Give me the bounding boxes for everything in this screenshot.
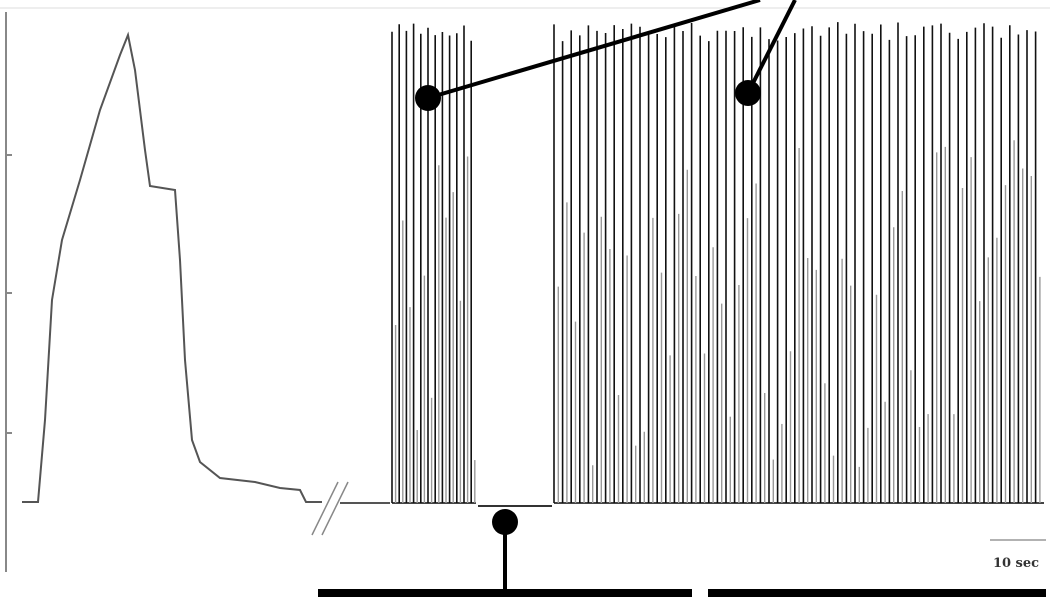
spike-trains — [391, 22, 1044, 504]
callout-dot — [492, 509, 518, 535]
callout-dot — [735, 80, 761, 106]
callout-line — [746, 0, 797, 94]
callout-line — [427, 0, 761, 100]
callout-dot — [415, 85, 441, 111]
period-bar — [318, 589, 692, 597]
scale-label: 10 sec — [993, 556, 1039, 571]
axis-break — [321, 481, 349, 536]
period-bar — [708, 589, 1046, 597]
axis-break — [311, 481, 339, 536]
transient-trace — [22, 31, 322, 503]
